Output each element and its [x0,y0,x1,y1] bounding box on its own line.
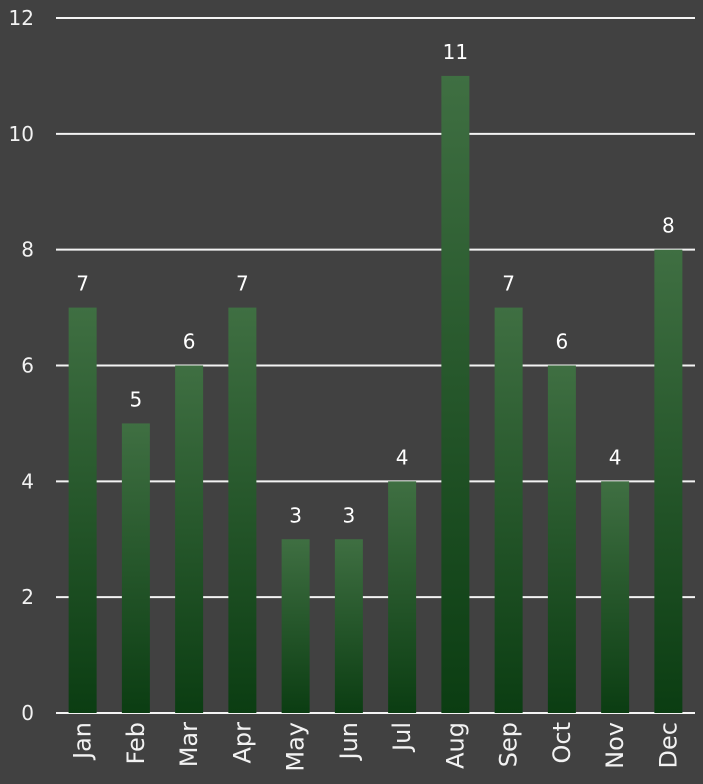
y-tick-label: 0 [21,701,34,725]
value-label-apr: 7 [236,272,249,296]
value-label-may: 3 [289,503,302,527]
y-tick-label: 2 [21,585,34,609]
x-tick-label-jan: Jan [69,722,97,761]
value-label-dec: 8 [662,214,675,238]
bar-mar [175,365,204,713]
x-tick-label-dec: Dec [654,722,682,768]
bar-oct [547,365,576,713]
x-tick-label-apr: Apr [228,722,256,764]
bar-sep [494,307,523,713]
grid-layer: 0 2 4 6 8 10 12 [9,6,695,725]
x-tick-label-nov: Nov [601,722,629,769]
bar-jan [68,307,97,713]
y-tick-label: 12 [9,6,34,30]
x-tick-label-jul: Jul [388,722,416,753]
value-label-jun: 3 [343,503,356,527]
bar-aug [441,75,470,713]
y-tick-label: 6 [21,354,34,378]
x-tick-label-may: May [282,722,310,772]
bar-layer [68,75,683,713]
value-label-jul: 4 [396,445,409,469]
bar-feb [121,423,150,713]
bar-nov [601,481,630,713]
bar-jul [388,481,417,713]
bar-jun [334,539,363,713]
x-tick-label-jun: Jun [335,722,363,762]
y-tick-label: 4 [21,469,34,493]
value-label-aug: 11 [443,40,468,64]
x-tick-label-feb: Feb [122,722,150,765]
value-label-nov: 4 [609,445,622,469]
bar-dec [654,249,683,713]
y-tick-label: 10 [9,122,34,146]
x-tick-label-aug: Aug [441,722,469,769]
value-label-feb: 5 [130,387,143,411]
y-tick-label: 8 [21,238,34,262]
x-tick-label-oct: Oct [548,722,576,764]
x-tick-label-sep: Sep [495,722,523,767]
value-label-sep: 7 [502,272,515,296]
value-label-mar: 6 [183,330,196,354]
value-label-jan: 7 [76,272,89,296]
bar-apr [228,307,257,713]
label-layer: 7 Jan 5 Feb 6 Mar 7 Apr 3 May 3 Jun 4 Jul 11 Aug 7 Sep 6 Oc… [69,40,683,772]
value-label-oct: 6 [556,330,569,354]
x-tick-label-mar: Mar [175,722,203,767]
bar-may [281,539,310,713]
